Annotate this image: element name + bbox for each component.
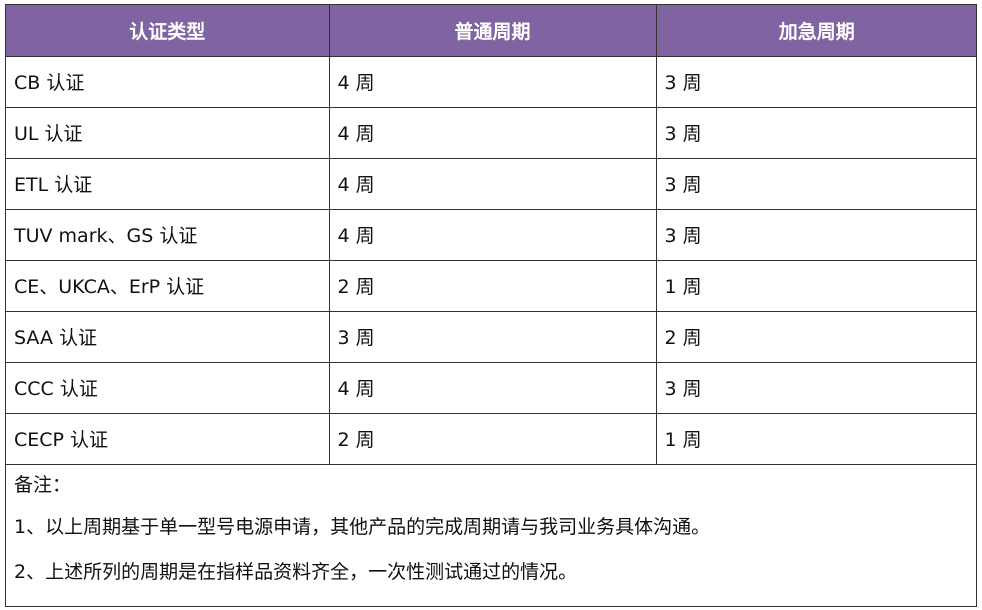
notes-title: 备注： bbox=[14, 473, 72, 496]
normal-cycle-cell: 3 周 bbox=[329, 311, 657, 363]
note-item: 1、以上周期基于单一型号电源申请，其他产品的完成周期请与我司业务具体沟通。 bbox=[14, 515, 711, 538]
cert-type-cell: UL 认证 bbox=[6, 107, 330, 159]
table-row: CB 认证 4 周 3 周 bbox=[6, 56, 976, 108]
table-row: CCC 认证 4 周 3 周 bbox=[6, 362, 976, 414]
express-cycle-cell: 1 周 bbox=[656, 260, 976, 312]
normal-cycle-cell: 4 周 bbox=[329, 362, 657, 414]
normal-cycle-cell: 4 周 bbox=[329, 56, 657, 108]
certification-document: 认证类型 普通周期 加急周期 CB 认证 4 周 3 周 UL 认证 4 周 3… bbox=[5, 4, 977, 607]
cert-type-cell: SAA 认证 bbox=[6, 311, 330, 363]
table-row: CECP 认证 2 周 1 周 bbox=[6, 413, 976, 465]
table-row: TUV mark、GS 认证 4 周 3 周 bbox=[6, 209, 976, 261]
express-cycle-cell: 3 周 bbox=[656, 362, 976, 414]
header-cert-type: 认证类型 bbox=[6, 5, 330, 57]
table-header-row: 认证类型 普通周期 加急周期 bbox=[6, 5, 976, 57]
cert-type-cell: TUV mark、GS 认证 bbox=[6, 209, 330, 261]
notes-section: 备注： 1、以上周期基于单一型号电源申请，其他产品的完成周期请与我司业务具体沟通… bbox=[6, 465, 976, 595]
table-row: ETL 认证 4 周 3 周 bbox=[6, 158, 976, 210]
note-item: 2、上述所列的周期是在指样品资料齐全，一次性测试通过的情况。 bbox=[14, 560, 578, 583]
normal-cycle-cell: 4 周 bbox=[329, 158, 657, 210]
express-cycle-cell: 3 周 bbox=[656, 158, 976, 210]
certification-cycle-table: 认证类型 普通周期 加急周期 CB 认证 4 周 3 周 UL 认证 4 周 3… bbox=[6, 5, 976, 465]
express-cycle-cell: 1 周 bbox=[656, 413, 976, 465]
express-cycle-cell: 3 周 bbox=[656, 56, 976, 108]
table-row: UL 认证 4 周 3 周 bbox=[6, 107, 976, 159]
cert-type-cell: CB 认证 bbox=[6, 56, 330, 108]
normal-cycle-cell: 4 周 bbox=[329, 209, 657, 261]
cert-type-cell: CECP 认证 bbox=[6, 413, 330, 465]
express-cycle-cell: 3 周 bbox=[656, 107, 976, 159]
normal-cycle-cell: 2 周 bbox=[329, 413, 657, 465]
table-row: SAA 认证 3 周 2 周 bbox=[6, 311, 976, 363]
cert-type-cell: CE、UKCA、ErP 认证 bbox=[6, 260, 330, 312]
header-normal-cycle: 普通周期 bbox=[329, 5, 657, 57]
normal-cycle-cell: 2 周 bbox=[329, 260, 657, 312]
express-cycle-cell: 3 周 bbox=[656, 209, 976, 261]
express-cycle-cell: 2 周 bbox=[656, 311, 976, 363]
table-row: CE、UKCA、ErP 认证 2 周 1 周 bbox=[6, 260, 976, 312]
normal-cycle-cell: 4 周 bbox=[329, 107, 657, 159]
cert-type-cell: ETL 认证 bbox=[6, 158, 330, 210]
cert-type-cell: CCC 认证 bbox=[6, 362, 330, 414]
header-express-cycle: 加急周期 bbox=[656, 5, 976, 57]
